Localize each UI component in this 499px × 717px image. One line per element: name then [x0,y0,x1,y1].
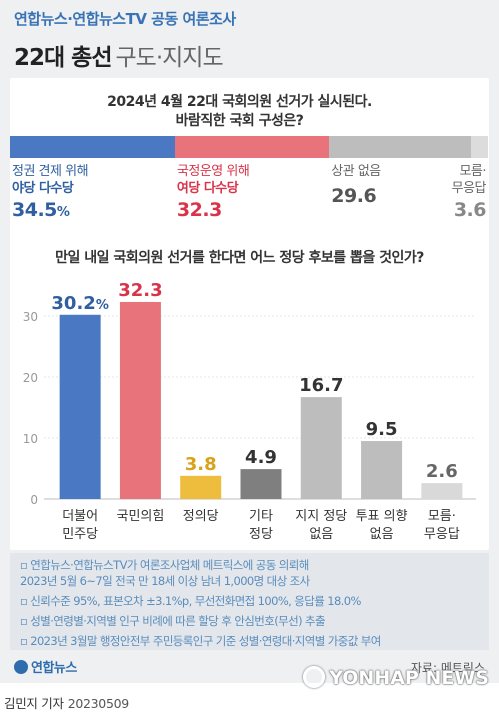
question1-line1: 2024년 4월 22대 국회의원 선거가 실시된다. [107,94,372,110]
bar [59,314,101,499]
stacked-value: 29.6 [331,185,377,207]
x-tick-label: 정의당 [183,509,219,524]
data-label: 2.6 [426,461,458,482]
data-label: 16.7 [299,375,343,396]
title-main: 22대 총선 [14,45,112,71]
data-label: 30.2% [51,293,108,314]
byline: 김민지 기자 20230509 [4,693,129,712]
stacked-value: 34.5% [12,199,70,221]
x-tick-label: 더불어 [62,509,98,524]
x-tick-label: 모름· [428,509,456,524]
bar [240,469,282,499]
stacked-label: 정권 견제 위해 [12,164,89,179]
stacked-label: 상관 없음 [331,164,381,179]
x-tick-label: 없음 [370,527,394,542]
y-tick-label: 0 [30,493,38,507]
x-tick-label: 국민의힘 [117,509,165,524]
y-tick-label: 30 [23,310,38,324]
note-line: ▫ 성별·연령별·지역별 인구 비례에 따른 할당 후 안심번호(무선) 추출 [20,614,326,628]
data-label: 32.3 [118,280,162,301]
x-tick-label: 지지 정당 [295,509,347,524]
yonhap-mark-icon [303,666,326,688]
question2-line1: 만일 내일 국회의원 선거를 한다면 어느 정당 후보를 뽑을 것인가? [55,250,424,266]
stacked-segment [329,136,471,158]
stacked-label: 모름· [459,164,486,179]
y-tick-label: 20 [23,371,38,385]
stacked-segment [10,136,175,158]
title-sub: 구도·지지도 [115,45,224,71]
stacked-value: 3.6 [453,199,487,221]
question1-line2: 바람직한 국회 구성은? [175,113,304,129]
note-line: 2023년 5월 6~7일 전국 만 18세 이상 남녀 1,000명 대상 조… [20,574,310,588]
stacked-segment [470,136,488,158]
yonhap-logo-icon [14,660,28,674]
x-tick-label: 없음 [309,527,333,542]
watermark: YONHAP NEWS [303,666,489,689]
note-line: ▫ 2023년 3월말 행정안전부 주민등록인구 기준 성별·연령대·지역별 가… [20,634,381,648]
x-tick-label: 민주당 [62,527,98,542]
infographic-card: 연합뉴스·연합뉴스TV 공동 여론조사 22대 총선 구도·지지도 2024년 4… [0,0,499,683]
bar [119,301,161,499]
bar [361,441,403,499]
x-tick-label: 기타 [249,509,273,524]
publish-date: 20230509 [67,696,130,711]
reporter-name: 김민지 기자 [4,696,64,711]
note-line: ▫ 연합뉴스·연합뉴스TV가 여론조사업체 메트릭스에 공동 의뢰해 [20,558,309,572]
x-tick-label: 투표 의향 [356,509,408,524]
stacked-segment [174,136,330,158]
stacked-bar [10,136,488,158]
y-tick-label: 10 [23,432,38,446]
brand-name: 연합뉴스 [31,661,77,676]
data-label: 3.8 [185,454,217,475]
brand-logo: 연합뉴스 [14,657,77,676]
stacked-label: 국정운영 위해 [176,164,250,179]
watermark-text: YONHAP NEWS [329,667,489,689]
stacked-value: 32.3 [176,199,222,221]
stacked-label: 무응답 [451,181,487,196]
stacked-label: 야당 다수당 [12,181,74,196]
bar [180,475,222,499]
data-label: 4.9 [245,447,277,468]
notes-box: ▫ 연합뉴스·연합뉴스TV가 여론조사업체 메트릭스에 공동 의뢰해 2023년… [10,553,489,650]
data-label: 9.5 [366,419,398,440]
source-line: 연합뉴스·연합뉴스TV 공동 여론조사 [14,10,236,28]
source-credit: 자료: 메트릭스 [410,661,485,675]
x-tick-label: 무응답 [424,527,460,542]
note-line: ▫ 신뢰수준 95%, 표본오차 ±3.1%p, 무선전화면접 100%, 응답… [20,594,361,608]
x-tick-label: 정당 [249,527,273,542]
bar [421,483,463,499]
bar [300,397,342,499]
page-title: 22대 총선 구도·지지도 [14,38,224,72]
stacked-label: 여당 다수당 [176,181,239,196]
